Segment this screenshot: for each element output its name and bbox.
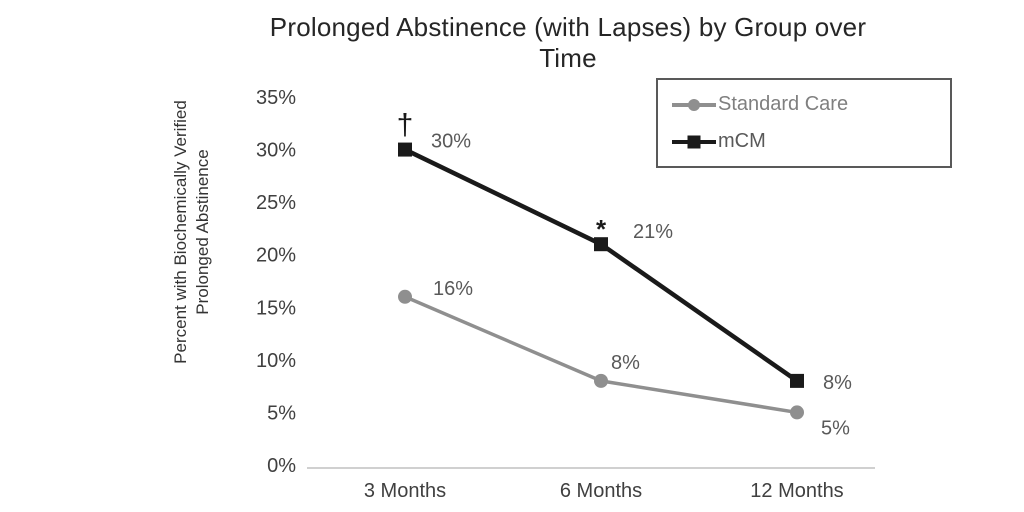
legend-item-standard-care: Standard Care	[672, 93, 950, 116]
data-label: 16%	[433, 278, 473, 300]
data-label: 21%	[633, 221, 673, 243]
data-label: 8%	[823, 372, 852, 394]
y-tick-label: 0%	[267, 455, 296, 477]
chart-title: Prolonged Abstinence (with Lapses) by Gr…	[269, 12, 867, 73]
y-tick-label: 10%	[256, 350, 296, 372]
legend-box: Standard Care mCM	[656, 78, 952, 168]
data-point-marker-square	[594, 237, 608, 252]
x-tick-label: 12 Months	[750, 480, 843, 502]
standard-care-line-marker-icon	[672, 98, 716, 112]
data-label: 8%	[611, 352, 640, 374]
significance-annotation: †	[397, 109, 414, 142]
data-point-marker-circle	[790, 405, 804, 420]
y-tick-label: 35%	[256, 87, 296, 109]
x-tick-label: 3 Months	[364, 480, 446, 502]
legend-item-mcm: mCM	[672, 130, 950, 153]
y-tick-label: 25%	[256, 192, 296, 214]
legend-label-standard-care: Standard Care	[718, 93, 849, 115]
data-label: 30%	[431, 131, 471, 153]
data-label: 5%	[821, 417, 850, 439]
data-point-marker-circle	[594, 373, 608, 388]
y-tick-label: 5%	[267, 402, 296, 424]
x-tick-label: 6 Months	[560, 480, 642, 502]
data-point-marker-square	[790, 373, 804, 388]
series-line-mcm	[404, 147, 799, 383]
legend-label-mcm: mCM	[718, 130, 766, 152]
series-line-standard-care	[404, 295, 798, 415]
significance-annotation: *	[596, 214, 607, 244]
mcm-line-marker-icon	[672, 135, 716, 149]
data-point-marker-square	[398, 142, 412, 157]
data-point-marker-circle	[398, 289, 412, 304]
y-tick-label: 30%	[256, 140, 296, 162]
y-tick-label: 15%	[256, 297, 296, 319]
y-tick-label: 20%	[256, 245, 296, 267]
